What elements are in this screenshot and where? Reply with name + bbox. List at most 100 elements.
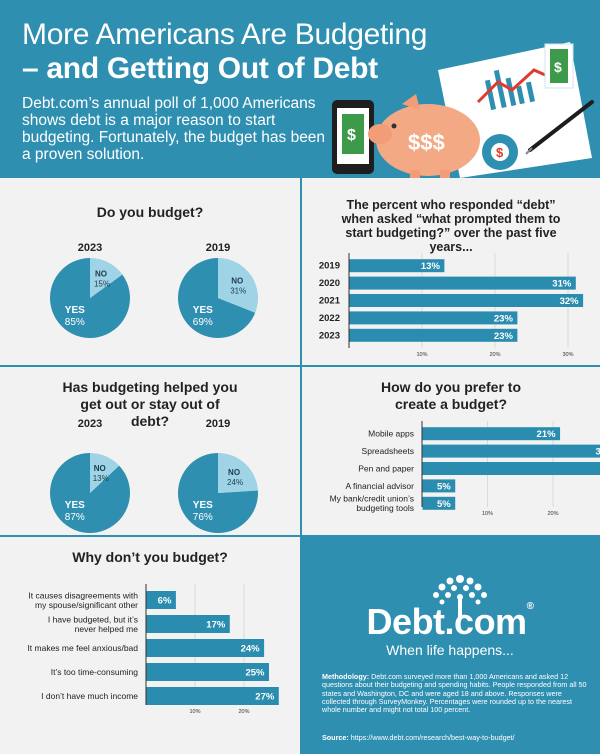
pie-value-yes: 85%: [65, 317, 85, 328]
bar: [422, 444, 600, 458]
category-label: Mobile apps: [368, 429, 414, 439]
prefer-budget-title: How do you prefer to create a budget?: [381, 379, 521, 412]
tick-label: 20%: [489, 352, 500, 358]
category-label: A financial advisor: [345, 481, 414, 491]
pie-value-no: 15%: [94, 279, 110, 288]
bar-value-label: 21%: [537, 429, 557, 440]
bar-value-label: 17%: [206, 620, 226, 631]
category-label: It’s too time-consuming: [51, 667, 139, 677]
bar: [146, 687, 279, 705]
piggy-bank-icon: $$$: [368, 94, 480, 178]
bar: [146, 615, 230, 633]
category-label: My bank/credit union’s: [330, 494, 414, 504]
pie-slice-no: [218, 453, 258, 493]
pie-value-yes: 69%: [193, 317, 213, 328]
bar-value-label: 32%: [560, 296, 580, 307]
pie1-year-right: 2019: [205, 242, 231, 254]
bar-value-label: 31%: [552, 279, 572, 290]
why-dont-budget-title: Why don’t you budget?: [72, 549, 228, 565]
category-label: 2023: [319, 330, 340, 341]
methodology-label: Methodology:: [322, 672, 370, 681]
header-banner: More Americans Are Budgeting – and Getti…: [0, 0, 600, 178]
bar: [422, 462, 600, 475]
pie-label-yes: YES: [65, 500, 85, 511]
bar-value-label: 23%: [494, 331, 514, 342]
bar: [422, 479, 456, 493]
piggy-dollar-signs: $$$: [408, 130, 445, 155]
svg-text:$: $: [347, 127, 356, 144]
budgeting-helped-title: Has budgeting helped you get out or stay…: [62, 379, 238, 429]
intro-text: Debt.com’s annual poll of 1,000 American…: [22, 95, 326, 163]
category-label: 2022: [319, 313, 340, 324]
do-you-budget-title: Do you budget?: [96, 204, 204, 220]
pie-slice-no: [218, 258, 258, 313]
tick-label: 20%: [547, 511, 558, 517]
pie-value-yes: 87%: [65, 512, 85, 523]
debt-prompted-title: The percent who responded “debt” when as…: [341, 198, 561, 254]
bar: [146, 663, 269, 681]
brand-logo-text: Debt.com: [366, 601, 528, 642]
pie-label-no: NO: [95, 269, 107, 278]
category-label: never helped me: [75, 624, 139, 634]
methodology-text: Debt.com surveyed more than 1,000 Americ…: [322, 672, 587, 715]
tick-label: 10%: [416, 352, 427, 358]
pie-value-no: 31%: [230, 287, 246, 296]
category-label: I don’t have much income: [41, 691, 138, 701]
bar-value-label: 23%: [494, 313, 514, 324]
pie-slice-no: [90, 453, 120, 493]
pie-label-no: NO: [231, 277, 243, 286]
pen-icon: [525, 100, 594, 155]
bar-value-label: 5%: [437, 481, 451, 492]
category-label: 2021: [319, 296, 341, 307]
source: Source: https://www.debt.com/research/be…: [322, 733, 590, 742]
header-illustration: $ $ $: [332, 42, 594, 178]
brand-logo-mark: ®: [526, 601, 534, 612]
svg-text:$: $: [496, 145, 504, 160]
category-label: my spouse/significant other: [35, 600, 138, 610]
divider-vertical: [300, 178, 302, 537]
pie-slice-no: [90, 258, 123, 298]
headline-line-2: – and Getting Out of Debt: [22, 52, 378, 85]
bar-value-label: 25%: [245, 668, 265, 679]
pie-value-no: 24%: [227, 478, 243, 487]
category-label: Spreadsheets: [362, 446, 414, 456]
bar-value-label: 13%: [421, 261, 441, 272]
bar: [349, 259, 445, 273]
pie-label-no: NO: [94, 464, 106, 473]
bar-chart-prefer-budget: 10%20%30%40%21%Mobile apps30%Spreadsheet…: [330, 421, 600, 517]
brand-tagline: When life happens...: [386, 642, 514, 658]
bar: [349, 328, 518, 342]
panel-do-you-budget: Do you budget? 2023 2019 NO 15% YES 85% NO 3…: [0, 178, 300, 365]
tick-label: 30%: [562, 352, 573, 358]
bar-value-label: 24%: [241, 644, 261, 655]
bar: [349, 294, 584, 307]
bar: [349, 311, 518, 325]
category-label: It causes disagreements with: [28, 590, 138, 600]
category-label: I have budgeted, but it’s: [48, 614, 138, 624]
pie-label-no: NO: [228, 468, 240, 477]
category-label: 2020: [319, 278, 340, 289]
bar: [422, 427, 561, 441]
tick-label: 10%: [189, 709, 200, 715]
pie-value-yes: 76%: [193, 512, 213, 523]
panel-budgeting-helped: Has budgeting helped you get out or stay…: [0, 367, 300, 535]
tick-label: 10%: [482, 511, 493, 517]
methodology: Methodology: Debt.com surveyed more than…: [322, 672, 590, 715]
pie-label-yes: YES: [65, 305, 85, 316]
bar: [349, 276, 576, 290]
panel-why-dont-budget: Why don’t you budget? 10% 20% 6% It causes …: [0, 537, 300, 754]
panel-debt-prompted: The percent who responded “debt” when as…: [302, 178, 600, 365]
bar-value-label: 27%: [255, 692, 275, 703]
svg-text:$: $: [554, 59, 562, 75]
category-label: 2019: [319, 261, 340, 272]
source-url[interactable]: https://www.debt.com/research/best-way-t…: [350, 733, 515, 742]
brand-logo: Debt.com®: [300, 601, 600, 643]
pie2-year-right: 2019: [205, 418, 231, 430]
